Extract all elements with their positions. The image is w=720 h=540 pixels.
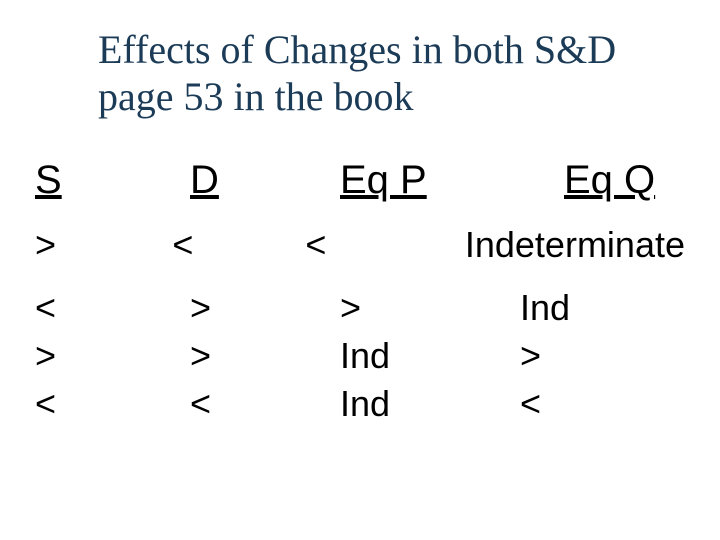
title-line-2: page 53 in the book [98,74,414,119]
cell-eqp: Ind [340,335,520,377]
col-header-s: S [35,158,190,203]
col-header-eqq: Eq Q [520,158,655,203]
slide-title: Effects of Changes in both S&D page 53 i… [98,26,616,120]
cell-d: > [190,335,340,377]
col-header-d: D [190,158,340,203]
table-row: < > > Ind [35,287,685,329]
cell-d: < [190,383,340,425]
cell-s: > [35,224,172,266]
cell-eqq: Indeterminate [465,224,685,266]
supply-demand-table: S D Eq P Eq Q > < < Indeterminate < > > … [35,158,685,425]
cell-s: < [35,287,190,329]
table-row: > < < Indeterminate [35,224,685,266]
table-row: > > Ind > [35,335,685,377]
title-line-1: Effects of Changes in both S&D [98,27,616,72]
cell-eqp: > [340,287,520,329]
table-row: < < Ind < [35,383,685,425]
cell-eqq: Ind [520,287,570,329]
cell-eqq: > [520,335,541,377]
col-header-eqp: Eq P [340,158,520,203]
cell-d: > [190,287,340,329]
cell-d: < [172,224,305,266]
cell-eqq: < [520,383,541,425]
cell-s: < [35,383,190,425]
cell-eqp: < [305,224,465,266]
table-header-row: S D Eq P Eq Q [35,158,685,203]
cell-eqp: Ind [340,383,520,425]
cell-s: > [35,335,190,377]
